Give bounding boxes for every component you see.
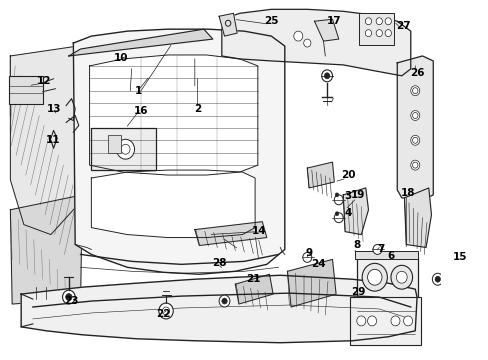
Text: 16: 16 <box>133 105 148 116</box>
Text: 25: 25 <box>264 16 278 26</box>
Circle shape <box>367 316 376 326</box>
Polygon shape <box>219 13 237 36</box>
Text: 29: 29 <box>351 287 365 297</box>
Circle shape <box>412 88 417 94</box>
Text: 1: 1 <box>134 86 142 96</box>
Text: 13: 13 <box>47 104 61 113</box>
Text: 8: 8 <box>352 240 360 251</box>
Polygon shape <box>91 170 255 238</box>
Circle shape <box>334 212 338 216</box>
Circle shape <box>334 213 343 223</box>
Circle shape <box>362 264 386 291</box>
Circle shape <box>412 137 417 143</box>
Circle shape <box>303 39 310 47</box>
Circle shape <box>396 271 407 283</box>
Text: 14: 14 <box>252 226 266 235</box>
Text: 17: 17 <box>326 16 341 26</box>
Text: 21: 21 <box>245 274 260 284</box>
Circle shape <box>159 303 173 319</box>
Polygon shape <box>222 9 410 76</box>
Polygon shape <box>10 195 82 304</box>
Circle shape <box>431 273 442 285</box>
Circle shape <box>367 269 381 285</box>
Circle shape <box>410 135 419 145</box>
Circle shape <box>412 113 417 118</box>
Text: 26: 26 <box>409 68 424 78</box>
Circle shape <box>410 111 419 121</box>
Bar <box>350 297 420 345</box>
Bar <box>107 135 121 153</box>
Text: 5: 5 <box>486 256 488 266</box>
Circle shape <box>434 276 440 282</box>
Circle shape <box>121 144 130 154</box>
Polygon shape <box>287 260 335 307</box>
Circle shape <box>454 273 465 285</box>
Text: 28: 28 <box>211 258 226 268</box>
Circle shape <box>375 18 382 25</box>
Circle shape <box>321 70 332 82</box>
Polygon shape <box>314 19 338 41</box>
Text: 24: 24 <box>310 259 325 269</box>
Circle shape <box>334 195 343 205</box>
Circle shape <box>410 160 419 170</box>
Circle shape <box>62 290 75 304</box>
Circle shape <box>116 139 134 159</box>
Bar <box>359 13 393 45</box>
Circle shape <box>412 162 417 168</box>
Text: 9: 9 <box>305 248 312 258</box>
Circle shape <box>293 31 302 41</box>
Polygon shape <box>343 188 368 235</box>
Text: 15: 15 <box>452 252 467 262</box>
Circle shape <box>324 73 329 79</box>
Circle shape <box>365 30 371 37</box>
Polygon shape <box>89 55 257 175</box>
Text: 11: 11 <box>45 135 60 145</box>
Circle shape <box>334 193 338 197</box>
Text: 19: 19 <box>350 190 364 200</box>
Circle shape <box>403 316 412 326</box>
Circle shape <box>385 18 390 25</box>
Polygon shape <box>73 29 284 274</box>
Polygon shape <box>306 162 334 188</box>
Circle shape <box>162 307 169 315</box>
Circle shape <box>375 30 382 37</box>
Polygon shape <box>404 188 430 247</box>
Circle shape <box>410 86 419 96</box>
Text: 27: 27 <box>395 21 410 31</box>
Bar <box>9 76 42 104</box>
Text: 4: 4 <box>344 208 351 218</box>
Polygon shape <box>396 56 432 200</box>
Text: 12: 12 <box>36 76 51 86</box>
Circle shape <box>222 298 227 304</box>
Circle shape <box>356 316 365 326</box>
Polygon shape <box>10 46 78 235</box>
Text: 2: 2 <box>194 104 201 113</box>
Text: 20: 20 <box>341 170 355 180</box>
Polygon shape <box>235 274 273 304</box>
Circle shape <box>65 294 72 301</box>
Text: 18: 18 <box>400 188 414 198</box>
Bar <box>354 251 417 260</box>
Text: 10: 10 <box>114 53 128 63</box>
Circle shape <box>390 316 399 326</box>
Text: 6: 6 <box>386 251 394 261</box>
Polygon shape <box>69 29 212 56</box>
Circle shape <box>302 252 311 262</box>
Circle shape <box>219 295 229 307</box>
Polygon shape <box>194 222 266 246</box>
Text: 7: 7 <box>377 244 384 255</box>
Text: 23: 23 <box>64 296 79 306</box>
Circle shape <box>385 30 390 37</box>
Bar <box>356 257 417 302</box>
Text: 3: 3 <box>344 191 351 201</box>
Circle shape <box>372 244 381 255</box>
Bar <box>91 129 156 170</box>
Polygon shape <box>21 275 416 343</box>
Circle shape <box>390 265 412 289</box>
Text: 22: 22 <box>156 309 170 319</box>
Circle shape <box>365 18 371 25</box>
